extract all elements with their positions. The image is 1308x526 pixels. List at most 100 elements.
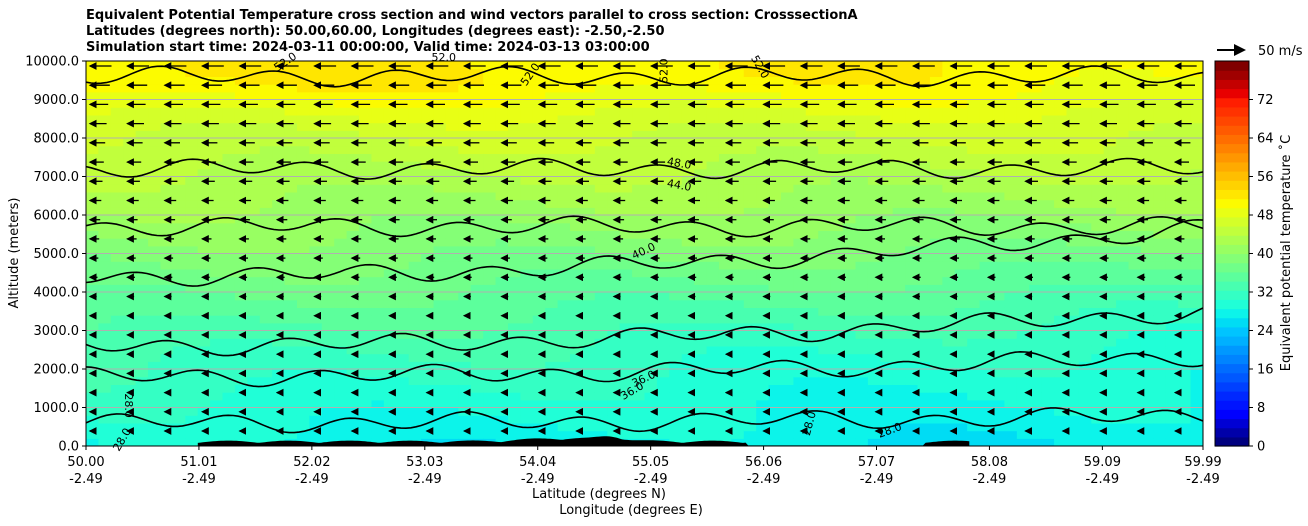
field-cell <box>880 430 894 439</box>
field-cell <box>644 284 658 293</box>
field-cell <box>135 338 149 347</box>
field-cell <box>1153 345 1167 355</box>
field-cell <box>694 330 708 339</box>
field-cell <box>1178 176 1192 185</box>
field-cell <box>768 392 782 401</box>
field-cell <box>1103 207 1117 216</box>
field-cell <box>855 345 869 355</box>
field-cell <box>669 299 683 308</box>
field-cell <box>247 384 261 393</box>
field-cell <box>967 245 981 255</box>
field-cell <box>321 338 335 347</box>
field-cell <box>197 153 211 162</box>
field-cell <box>1041 84 1055 93</box>
field-cell <box>644 222 658 231</box>
field-cell <box>979 307 993 316</box>
field-cell <box>1016 422 1030 432</box>
field-cell <box>160 430 174 439</box>
field-cell <box>321 161 335 170</box>
field-cell <box>284 114 298 124</box>
field-cell <box>98 76 112 85</box>
field-cell <box>905 315 919 324</box>
field-cell <box>731 84 745 93</box>
field-cell <box>334 315 348 324</box>
field-cell <box>1116 392 1130 401</box>
field-cell <box>594 415 608 424</box>
field-cell <box>843 161 857 170</box>
field-cell <box>135 315 149 324</box>
field-cell <box>507 353 521 362</box>
field-cell <box>582 392 596 401</box>
field-cell <box>520 168 534 178</box>
field-cell <box>1190 399 1203 409</box>
field-cell <box>830 130 844 139</box>
field-cell <box>321 422 335 432</box>
field-cell <box>545 276 559 285</box>
field-cell <box>743 376 757 385</box>
field-cell <box>483 161 497 170</box>
field-cell <box>408 238 422 247</box>
field-cell <box>185 407 199 416</box>
field-cell <box>1004 307 1018 316</box>
field-cell <box>545 315 559 324</box>
field-cell <box>1029 261 1043 270</box>
field-cell <box>272 153 286 162</box>
field-cell <box>582 245 596 255</box>
field-cell <box>594 68 608 77</box>
field-cell <box>148 384 162 393</box>
field-cell <box>743 345 757 355</box>
field-cell <box>483 199 497 208</box>
field-cell <box>917 122 931 131</box>
field-cell <box>917 330 931 339</box>
field-cell <box>706 422 720 432</box>
field-cell <box>110 353 124 362</box>
field-cell <box>570 130 584 139</box>
field-cell <box>470 245 484 255</box>
field-cell <box>259 430 273 439</box>
field-cell <box>123 230 137 239</box>
field-cell <box>1078 84 1092 93</box>
field-cell <box>371 215 385 224</box>
field-cell <box>1029 76 1043 85</box>
field-cell <box>706 292 720 301</box>
field-cell <box>867 130 881 139</box>
field-cell <box>110 207 124 216</box>
field-cell <box>954 184 968 193</box>
field-cell <box>1178 407 1192 416</box>
field-cell <box>967 91 981 101</box>
field-cell <box>855 315 869 324</box>
field-cell <box>148 99 162 108</box>
field-cell <box>818 438 832 446</box>
field-cell <box>843 76 857 85</box>
field-cell <box>880 322 894 332</box>
field-cell <box>272 392 286 401</box>
field-cell <box>632 215 646 224</box>
field-cell <box>483 268 497 278</box>
field-cell <box>433 68 447 77</box>
field-cell <box>656 114 670 124</box>
field-cell <box>247 276 261 285</box>
field-cell <box>1103 376 1117 385</box>
field-cell <box>917 68 931 77</box>
field-cell <box>135 322 149 332</box>
field-cell <box>272 384 286 393</box>
field-cell <box>867 84 881 93</box>
field-cell <box>818 161 832 170</box>
field-cell <box>669 61 683 70</box>
field-cell <box>1190 207 1203 216</box>
field-cell <box>1165 399 1179 409</box>
field-cell <box>818 145 832 154</box>
field-cell <box>1004 376 1018 385</box>
field-cell <box>396 253 410 262</box>
field-cell <box>532 114 546 124</box>
field-cell <box>619 176 633 185</box>
field-cell <box>743 430 757 439</box>
field-cell <box>681 222 695 231</box>
field-cell <box>1066 299 1080 308</box>
field-cell <box>98 245 112 255</box>
field-cell <box>421 191 435 201</box>
field-cell <box>805 138 819 147</box>
field-cell <box>570 207 584 216</box>
field-cell <box>768 191 782 201</box>
field-cell <box>669 315 683 324</box>
